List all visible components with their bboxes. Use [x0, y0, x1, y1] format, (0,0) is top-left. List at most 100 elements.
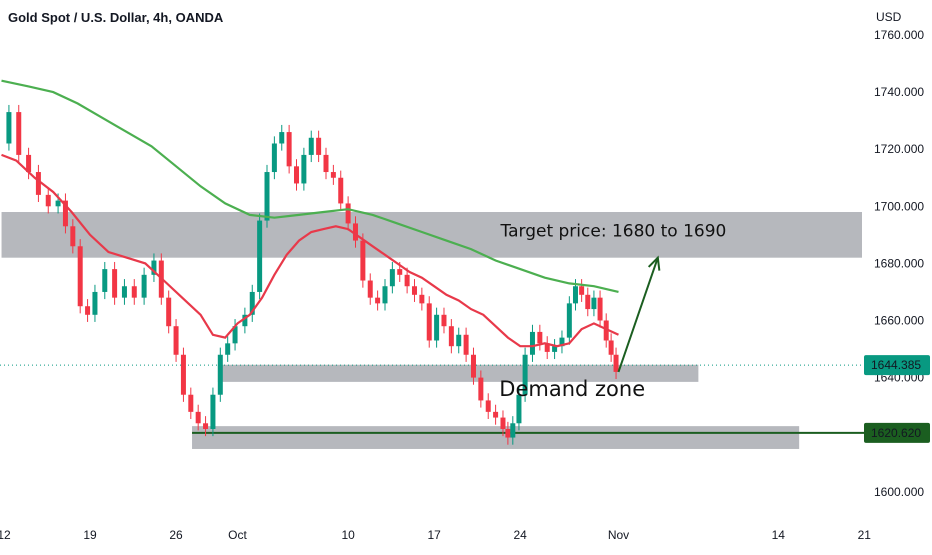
candle-body: [166, 297, 172, 327]
candle-body: [516, 394, 522, 424]
candle-body: [375, 297, 381, 304]
candle-body: [529, 331, 535, 355]
candle-body: [225, 343, 231, 355]
x-tick-label: 19: [83, 528, 97, 542]
x-tick-label: 21: [858, 528, 872, 542]
candle-body: [478, 377, 484, 401]
y-tick-label: 1760.000: [874, 28, 924, 42]
candle-body: [203, 423, 209, 429]
candle-body: [308, 137, 314, 155]
x-tick-label: 12: [0, 528, 11, 542]
x-tick-label: 17: [427, 528, 441, 542]
candle-body: [597, 297, 603, 321]
candle-body: [286, 132, 292, 167]
projection-arrow-head: [647, 255, 661, 271]
chart-title: Gold Spot / U.S. Dollar, 4h, OANDA: [8, 10, 224, 25]
support-layer: [0, 364, 882, 434]
candle-body: [35, 172, 41, 195]
x-tick-label: Oct: [228, 528, 247, 542]
candle-body: [70, 226, 76, 247]
annotations-layer: Target price: 1680 to 1690 Demand zone: [499, 221, 726, 401]
candle-body: [242, 314, 248, 327]
candle-body: [102, 269, 108, 292]
candle-body: [264, 172, 270, 221]
candle-body: [456, 334, 462, 347]
zones-layer: [1, 212, 863, 449]
series-layer: [1, 79, 619, 445]
candle-body: [279, 132, 285, 144]
candle-body: [608, 340, 614, 355]
candle-body: [463, 334, 469, 355]
demand-zone-label: Demand zone: [499, 377, 645, 401]
target-price-label: Target price: 1680 to 1690: [500, 221, 727, 241]
candle-body: [389, 269, 395, 287]
candle-body: [352, 223, 358, 241]
candle-body: [485, 400, 491, 412]
candle-body: [603, 320, 609, 341]
candle-body: [360, 240, 366, 281]
candle-body: [151, 260, 157, 275]
candle-body: [92, 291, 98, 315]
candle-body: [397, 269, 403, 275]
candle-body: [188, 394, 194, 412]
arrow-layer: [617, 255, 661, 373]
candle-body: [173, 326, 179, 355]
y-tick-label: 1660.000: [874, 314, 924, 328]
ma-fast-line: [1, 153, 619, 348]
candle-body: [426, 303, 432, 341]
candle-body: [537, 331, 543, 344]
candle-body: [323, 154, 329, 173]
x-tick-label: 14: [772, 528, 786, 542]
candle-body: [613, 354, 619, 372]
x-axis[interactable]: 12 19 26 Oct 10 17 24 Nov 14 21: [0, 528, 871, 542]
candle-body: [434, 314, 440, 341]
candle-body: [121, 286, 127, 298]
candle-body: [294, 166, 300, 184]
candle-body: [112, 269, 118, 298]
candle-body: [566, 303, 572, 338]
y-tick-label: 1700.000: [874, 199, 924, 213]
x-tick-label: 10: [341, 528, 355, 542]
candle-body: [411, 286, 417, 295]
candle-body: [62, 200, 68, 227]
x-tick-label: 24: [514, 528, 528, 542]
price-tags-layer: 1644.385 1620.620: [864, 355, 930, 443]
price-tag-label: 1644.385: [871, 358, 921, 372]
candle-body: [271, 143, 277, 173]
candle-body: [585, 294, 591, 310]
candle-body: [441, 314, 447, 327]
candle-body: [522, 354, 528, 395]
candle-body: [493, 411, 499, 418]
candle-body: [77, 246, 83, 307]
candle-body: [16, 112, 22, 155]
candle-body: [419, 294, 425, 304]
candle-body: [572, 286, 578, 304]
candle-body: [316, 137, 322, 155]
x-tick-label: 26: [169, 528, 183, 542]
candle-body: [338, 177, 344, 204]
candle-body: [505, 428, 511, 438]
price-tag-box: [864, 355, 930, 376]
y-tick-label: 1720.000: [874, 142, 924, 156]
candle-body: [448, 326, 454, 347]
x-tick-label: Nov: [608, 528, 629, 542]
candle-body: [131, 286, 137, 298]
candle-body: [26, 154, 32, 173]
candle-body: [210, 394, 216, 429]
price-tag-box: [864, 422, 930, 443]
y-tick-label: 1740.000: [874, 85, 924, 99]
candle-body: [217, 354, 223, 395]
candle-body: [330, 172, 336, 178]
candle-body: [367, 280, 373, 298]
candle-body: [45, 194, 51, 207]
candle-body: [301, 154, 307, 184]
zone-rect-2: [217, 364, 699, 382]
candle-body: [232, 326, 238, 344]
candle-body: [195, 411, 201, 424]
candle-body: [382, 286, 388, 304]
candle-body: [591, 297, 597, 310]
candle-body: [500, 417, 506, 429]
